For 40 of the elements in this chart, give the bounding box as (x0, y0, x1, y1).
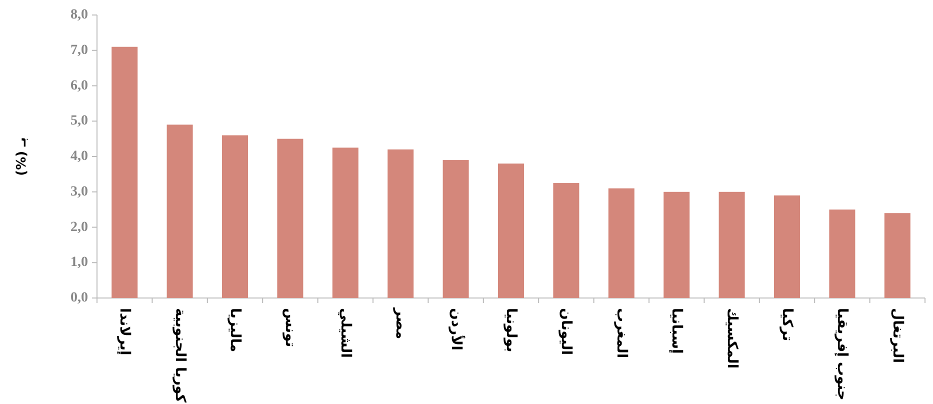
bar (664, 192, 690, 298)
x-tick-label: إيرلاندا (116, 308, 133, 356)
y-tick-label: 8,0 (70, 8, 88, 22)
x-tick-label: المكسيك (724, 308, 740, 369)
x-tick-label: تونس (282, 308, 298, 348)
bar (608, 188, 634, 298)
bar (332, 148, 358, 298)
bar (277, 138, 304, 298)
y-tick-label: 1,0 (70, 255, 88, 270)
x-tick-label: تركيا (779, 308, 795, 342)
y-axis-title: بـ (%) (14, 137, 30, 176)
bar (884, 213, 910, 298)
y-tick-label: 0,0 (70, 290, 88, 306)
bar (498, 164, 524, 298)
x-tick-label: بولونيا (503, 308, 519, 352)
x-tick-label: كوريا الجنوبية (172, 308, 188, 404)
y-tick-label: 2,0 (70, 220, 88, 235)
bar (388, 149, 414, 298)
y-tick-label: 7,0 (70, 42, 88, 58)
x-tick-label: ماليزيا (227, 308, 243, 352)
x-tick-label: مصر (392, 307, 409, 340)
y-tick-label: 3,0 (70, 184, 88, 200)
x-tick-label: جنوب إفريقيا (834, 308, 850, 401)
x-tick-label: الشيلي (337, 308, 354, 358)
bar (166, 124, 193, 298)
x-tick-label: البرتغال (889, 308, 906, 364)
bar (718, 192, 745, 298)
bar (553, 183, 580, 298)
bar (829, 210, 856, 298)
bar (442, 160, 469, 298)
bar (112, 46, 138, 298)
x-tick-label: الأردن (448, 308, 466, 350)
x-tick-label: إسبانيا (668, 308, 685, 354)
y-tick-label: 4,0 (70, 149, 88, 164)
y-tick-label: 6,0 (70, 78, 88, 94)
x-tick-label: المغرب (613, 308, 630, 358)
x-tick-label: اليونان (558, 308, 574, 356)
bar (774, 195, 800, 298)
bar (222, 135, 248, 298)
y-tick-label: 5,0 (70, 114, 88, 129)
